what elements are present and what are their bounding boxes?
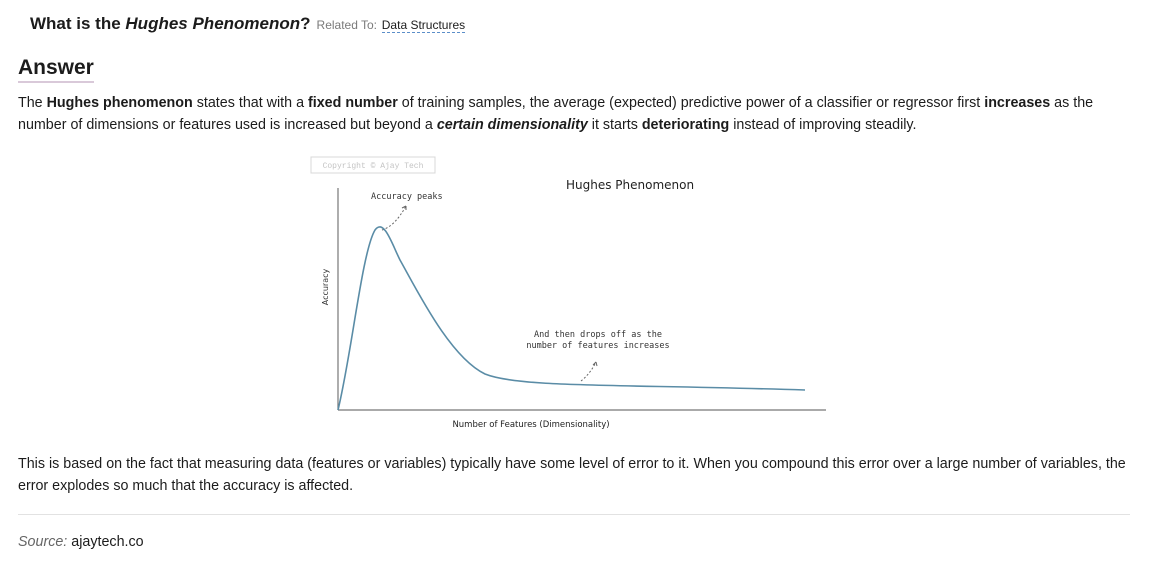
answer-paragraph-2: This is based on the fact that measuring… <box>18 456 1126 494</box>
figure-title: Hughes Phenomenon <box>566 178 694 192</box>
answer-heading: Answer <box>18 56 94 83</box>
text-span: states that with a <box>192 95 308 111</box>
text-span: as the number of dimensions or features … <box>18 95 1094 133</box>
annotation-peak: Accuracy peaks <box>371 192 443 202</box>
answer-paragraph-1: The Hughes phenomenon states that with a… <box>18 92 1128 136</box>
bold-term: deteriorating <box>641 117 730 133</box>
text-span: it starts <box>587 117 642 133</box>
arrow-head <box>401 205 407 210</box>
x-axis-label: Number of Features (Dimensionality) <box>452 420 609 430</box>
bold-term: fixed number <box>308 95 398 111</box>
source-value: ajaytech.co <box>71 534 144 550</box>
text-span: of training samples, the average (expect… <box>397 95 985 111</box>
annotation-peak-arrow <box>381 205 407 231</box>
question-prefix: What is the <box>30 14 126 33</box>
bold-term: Hughes phenomenon <box>46 95 193 111</box>
question-title: What is the Hughes Phenomenon? Related To… <box>30 14 466 34</box>
related-label: Related To: <box>316 18 378 32</box>
question-suffix: ? <box>300 14 311 33</box>
figure-svg: Copyright © Ajay Tech Hughes Phenomenon … <box>310 156 826 430</box>
related-link[interactable]: Data Structures <box>381 18 466 33</box>
watermark-box <box>310 156 436 174</box>
text-span: instead of improving steadily. <box>729 117 917 133</box>
annotation-drop-line-1: And then drops off as the <box>534 330 662 340</box>
source-line: Source: ajaytech.co <box>18 534 144 550</box>
arrow-head <box>592 361 598 367</box>
hughes-phenomenon-figure: Copyright © Ajay Tech Hughes Phenomenon … <box>300 152 840 437</box>
question-term: Hughes Phenomenon <box>125 14 301 33</box>
text-span: The <box>18 95 47 111</box>
bold-term: increases <box>984 95 1051 111</box>
divider <box>18 514 1130 515</box>
annotation-drop-arrow <box>580 361 597 382</box>
source-label: Source: <box>18 534 68 550</box>
watermark-text: Copyright © Ajay Tech <box>323 162 424 171</box>
y-axis-label: Accuracy <box>321 268 330 305</box>
accuracy-curve <box>337 226 806 411</box>
annotation-drop-line-2: number of features increases <box>526 341 669 351</box>
bold-italic-term: certain dimensionality <box>436 117 588 133</box>
